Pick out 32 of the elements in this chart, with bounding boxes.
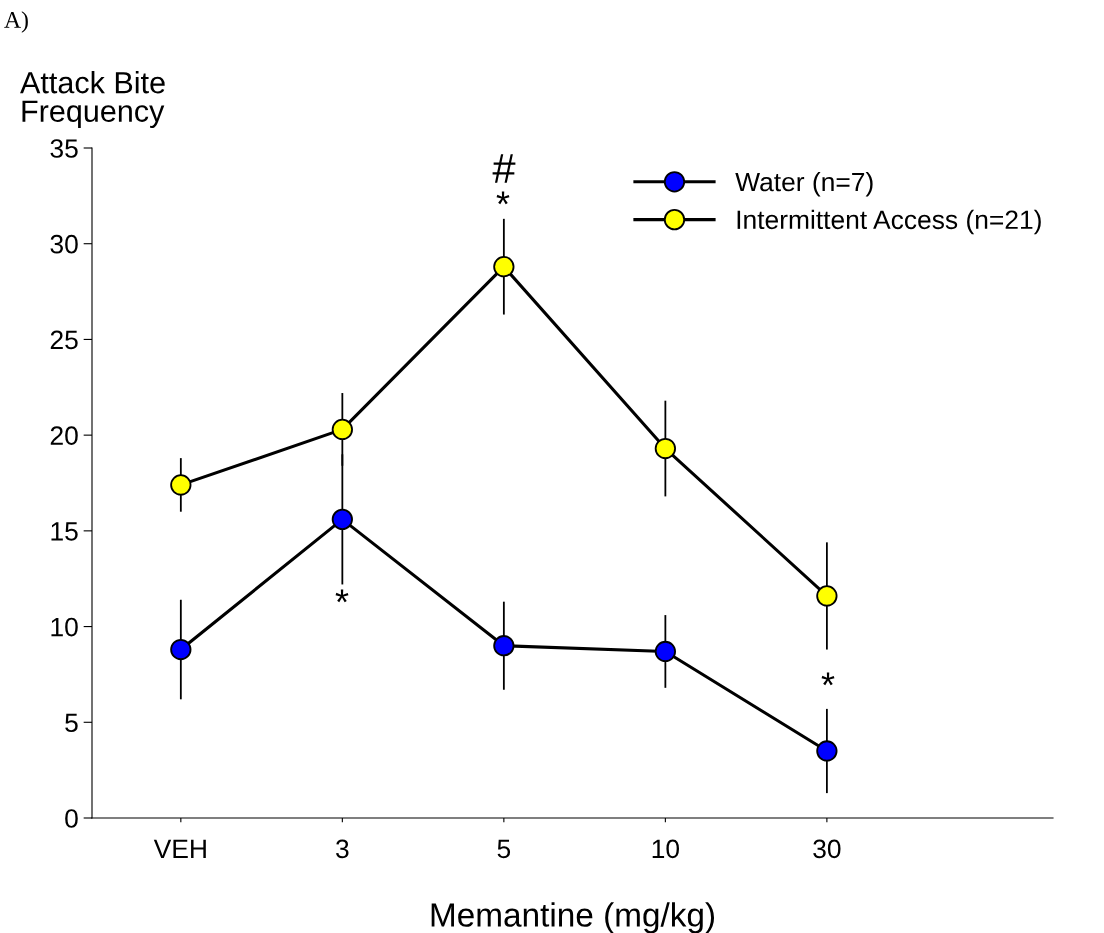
point xyxy=(170,474,192,496)
y-tick-label: 5 xyxy=(65,713,78,733)
y-tick-label: 15 xyxy=(51,522,78,541)
point xyxy=(654,640,676,663)
x-tick-label: 30 xyxy=(813,839,841,859)
text: A) xyxy=(4,11,28,33)
x-tick-label: 3 xyxy=(336,839,349,859)
y-tick-label: 35 xyxy=(50,139,78,158)
y-axis-title: Attack Bite Frequency xyxy=(20,71,165,128)
y-tick-label: 20 xyxy=(50,426,78,445)
point xyxy=(331,418,353,441)
annotation: # xyxy=(492,154,516,183)
point xyxy=(816,585,838,607)
legend-label: Intermittent Access (n=21) xyxy=(737,209,1041,235)
point xyxy=(493,256,515,278)
point xyxy=(816,740,838,762)
point xyxy=(493,635,515,657)
annotation: * xyxy=(496,191,510,205)
point xyxy=(654,437,676,460)
x-tick-label: 10 xyxy=(652,839,680,859)
legend-label: Water (n=7) xyxy=(735,171,873,197)
x-tick-label: 5 xyxy=(497,839,511,859)
annotation: * xyxy=(821,672,835,686)
annotation: * xyxy=(335,589,349,603)
y-tick-label: 0 xyxy=(65,809,78,828)
y-tick-label: 10 xyxy=(51,617,78,637)
y-tick-label: 25 xyxy=(50,330,78,350)
y-tick-label: 30 xyxy=(50,234,78,254)
x-axis-title: Memantine (mg/kg) xyxy=(431,902,714,933)
point xyxy=(331,508,353,530)
point xyxy=(170,638,192,661)
x-tick-label: VEH xyxy=(153,839,206,858)
